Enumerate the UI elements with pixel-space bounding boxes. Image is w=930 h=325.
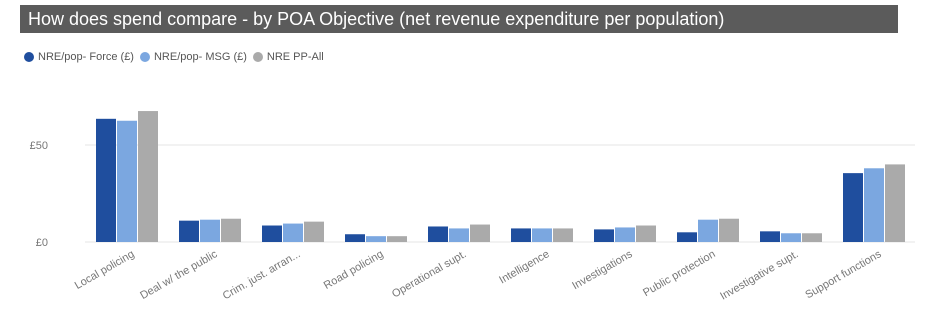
bar[interactable]: [698, 219, 718, 242]
x-tick-label: Public protection: [641, 248, 717, 299]
bar[interactable]: [615, 227, 635, 242]
x-tick-label: Support functions: [803, 248, 884, 301]
legend-swatch-msg: [139, 52, 150, 62]
bar[interactable]: [594, 229, 614, 242]
bar[interactable]: [221, 218, 241, 242]
bar[interactable]: [843, 173, 863, 242]
bar[interactable]: [283, 223, 303, 242]
x-tick-label: Investigative supt.: [718, 248, 800, 302]
legend-label-all: NRE PP-All: [266, 51, 324, 63]
x-tick-label: Local policing: [73, 248, 137, 292]
bar[interactable]: [262, 225, 282, 242]
bar[interactable]: [802, 233, 822, 242]
bar[interactable]: [179, 220, 199, 242]
bar[interactable]: [117, 120, 137, 242]
x-tick-label: Deal w/ the public: [138, 248, 220, 302]
bar[interactable]: [553, 228, 573, 242]
legend-item-msg[interactable]: NRE/pop- MSG (£): [139, 51, 247, 63]
bar[interactable]: [138, 111, 158, 242]
x-tick-label: Crim. just. arran...: [221, 248, 303, 302]
legend: NRE/pop- Force (£) NRE/pop- MSG (£) NRE …: [24, 48, 330, 66]
bar[interactable]: [428, 226, 448, 242]
bar[interactable]: [449, 228, 469, 242]
bar[interactable]: [511, 228, 531, 242]
y-tick-label: £50: [30, 140, 48, 152]
bar[interactable]: [345, 234, 365, 242]
x-tick-label: Investigations: [570, 248, 635, 292]
legend-label-force: NRE/pop- Force (£): [38, 51, 134, 63]
bar[interactable]: [304, 221, 324, 242]
bar[interactable]: [387, 236, 407, 242]
bar[interactable]: [532, 228, 552, 242]
x-tick-label: Operational supt.: [390, 248, 469, 300]
bar[interactable]: [96, 118, 116, 242]
legend-item-all[interactable]: NRE PP-All: [252, 51, 324, 63]
x-tick-label: Intelligence: [497, 248, 551, 286]
legend-swatch-force: [24, 52, 34, 62]
legend-item-force[interactable]: NRE/pop- Force (£): [24, 51, 134, 63]
bar[interactable]: [885, 164, 905, 242]
bar[interactable]: [366, 236, 386, 242]
bar[interactable]: [760, 231, 780, 242]
bar[interactable]: [864, 168, 884, 242]
legend-label-msg: NRE/pop- MSG (£): [153, 51, 247, 63]
y-tick-label: £0: [36, 237, 48, 249]
x-tick-label: Road policing: [322, 248, 386, 292]
bar[interactable]: [677, 232, 697, 242]
legend-swatch-all: [252, 52, 263, 62]
bar[interactable]: [781, 233, 801, 242]
bar[interactable]: [470, 224, 490, 242]
chart-title: How does spend compare - by POA Objectiv…: [20, 5, 898, 33]
bar[interactable]: [636, 225, 656, 242]
bar[interactable]: [719, 218, 739, 242]
bar[interactable]: [200, 219, 220, 242]
